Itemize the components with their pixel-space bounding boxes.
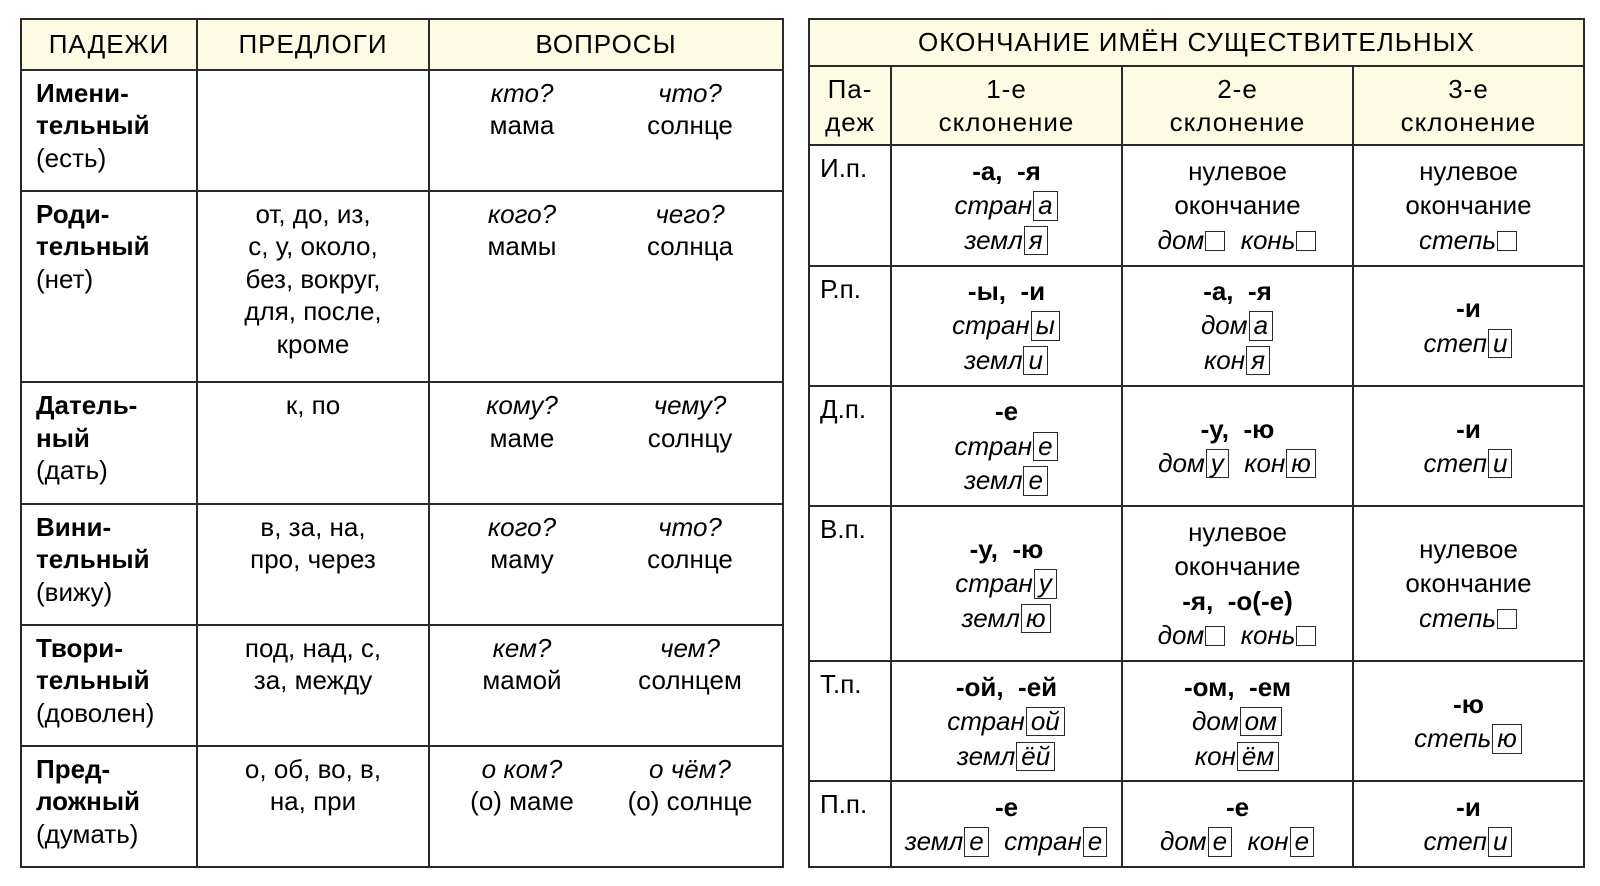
subheader-decl-2: 2-есклонение <box>1122 66 1353 146</box>
table-row: И.п.-а, -ястраназемлянулевоеокончаниедом… <box>809 145 1584 265</box>
declension-2-cell: -ом, -емдомомконём <box>1122 661 1353 781</box>
table-subheader-row: Па-деж 1-есклонение 2-есклонение 3-ескло… <box>809 66 1584 146</box>
header-preps: ПРЕДЛОГИ <box>197 19 429 70</box>
case-name-cell: Имени-тельный(есть) <box>21 70 197 191</box>
header-questions: ВОПРОСЫ <box>429 19 783 70</box>
table-row: Вини-тельный(вижу)в, за, на,про, черезко… <box>21 504 783 625</box>
table-row: Т.п.-ой, -ейстранойземлёй-ом, -емдомомко… <box>809 661 1584 781</box>
example-animate: (о) маме <box>440 785 604 818</box>
table-row: Твори-тельный(доволен)под, над, с,за, ме… <box>21 625 783 746</box>
question-animate: кто? <box>440 77 604 110</box>
declension-1-cell: -еземле стране <box>891 781 1122 867</box>
question-animate: кем? <box>440 632 604 665</box>
question-animate: о ком? <box>440 753 604 786</box>
table-row: Роди-тельный(нет)от, до, из,с, у, около,… <box>21 191 783 383</box>
case-name-cell: Вини-тельный(вижу) <box>21 504 197 625</box>
subheader-case: Па-деж <box>809 66 891 146</box>
questions-cell: кем?мамойчем?солнцем <box>429 625 783 746</box>
table-title-row: ОКОНЧАНИЕ ИМЁН СУЩЕСТВИТЕЛЬНЫХ <box>809 19 1584 66</box>
example-inanimate: солнцу <box>608 422 772 455</box>
declension-1-cell: -ой, -ейстранойземлёй <box>891 661 1122 781</box>
case-abbr-cell: И.п. <box>809 145 891 265</box>
declension-2-cell: -едоме коне <box>1122 781 1353 867</box>
endings-table: ОКОНЧАНИЕ ИМЁН СУЩЕСТВИТЕЛЬНЫХ Па-деж 1-… <box>808 18 1585 868</box>
case-abbr-cell: Р.п. <box>809 266 891 386</box>
case-name-cell: Твори-тельный(доволен) <box>21 625 197 746</box>
table-row: Пред-ложный(думать)о, об, во, в,на, прио… <box>21 746 783 867</box>
prepositions-cell: от, до, из,с, у, около,без, вокруг,для, … <box>197 191 429 383</box>
example-inanimate: солнца <box>608 230 772 263</box>
case-name-cell: Роди-тельный(нет) <box>21 191 197 383</box>
endings-title: ОКОНЧАНИЕ ИМЁН СУЩЕСТВИТЕЛЬНЫХ <box>809 19 1584 66</box>
declension-3-cell: -истепи <box>1353 781 1584 867</box>
example-animate: мама <box>440 109 604 142</box>
table-row: Р.п.-ы, -истраныземли-а, -ядомаконя-исте… <box>809 266 1584 386</box>
declension-3-cell: нулевоеокончаниестепь <box>1353 145 1584 265</box>
declension-2-cell: нулевоеокончаниедом конь <box>1122 145 1353 265</box>
example-inanimate: солнце <box>608 543 772 576</box>
prepositions-cell: в, за, на,про, через <box>197 504 429 625</box>
question-animate: кому? <box>440 389 604 422</box>
case-name-cell: Датель-ный(дать) <box>21 382 197 503</box>
example-inanimate: (о) солнце <box>608 785 772 818</box>
declension-1-cell: -а, -ястраназемля <box>891 145 1122 265</box>
declension-3-cell: -юстепью <box>1353 661 1584 781</box>
example-animate: мамы <box>440 230 604 263</box>
prepositions-cell <box>197 70 429 191</box>
declension-3-cell: нулевоеокончаниестепь <box>1353 506 1584 661</box>
table-row: Имени-тельный(есть) кто?мамачто?солнце <box>21 70 783 191</box>
prepositions-cell: о, об, во, в,на, при <box>197 746 429 867</box>
questions-cell: кого?мамучто?солнце <box>429 504 783 625</box>
table-header-row: ПАДЕЖИ ПРЕДЛОГИ ВОПРОСЫ <box>21 19 783 70</box>
page: ПАДЕЖИ ПРЕДЛОГИ ВОПРОСЫ Имени-тельный(ес… <box>0 0 1600 886</box>
question-inanimate: что? <box>608 511 772 544</box>
questions-cell: кого?мамычего?солнца <box>429 191 783 383</box>
subheader-decl-3: 3-есклонение <box>1353 66 1584 146</box>
example-inanimate: солнце <box>608 109 772 142</box>
case-abbr-cell: Д.п. <box>809 386 891 506</box>
example-animate: маму <box>440 543 604 576</box>
questions-cell: кому?мамечему?солнцу <box>429 382 783 503</box>
declension-3-cell: -истепи <box>1353 266 1584 386</box>
case-name-cell: Пред-ложный(думать) <box>21 746 197 867</box>
question-inanimate: чему? <box>608 389 772 422</box>
prepositions-cell: к, по <box>197 382 429 503</box>
example-animate: мамой <box>440 664 604 697</box>
questions-cell: кто?мамачто?солнце <box>429 70 783 191</box>
declension-3-cell: -истепи <box>1353 386 1584 506</box>
question-animate: кого? <box>440 198 604 231</box>
declension-2-cell: -а, -ядомаконя <box>1122 266 1353 386</box>
prepositions-cell: под, над, с,за, между <box>197 625 429 746</box>
question-inanimate: чего? <box>608 198 772 231</box>
table-row: Д.п.-естранеземле-у, -юдому коню-истепи <box>809 386 1584 506</box>
case-abbr-cell: В.п. <box>809 506 891 661</box>
example-animate: маме <box>440 422 604 455</box>
question-inanimate: что? <box>608 77 772 110</box>
cases-table: ПАДЕЖИ ПРЕДЛОГИ ВОПРОСЫ Имени-тельный(ес… <box>20 18 784 868</box>
table-row: П.п.-еземле стране-едоме коне-истепи <box>809 781 1584 867</box>
declension-1-cell: -у, -юстрануземлю <box>891 506 1122 661</box>
example-inanimate: солнцем <box>608 664 772 697</box>
case-abbr-cell: Т.п. <box>809 661 891 781</box>
questions-cell: о ком?(о) мамео чём?(о) солнце <box>429 746 783 867</box>
table-row: В.п.-у, -юстрануземлюнулевоеокончание-я,… <box>809 506 1584 661</box>
declension-1-cell: -естранеземле <box>891 386 1122 506</box>
declension-2-cell: нулевоеокончание-я, -о(-е)дом конь <box>1122 506 1353 661</box>
question-animate: кого? <box>440 511 604 544</box>
declension-1-cell: -ы, -истраныземли <box>891 266 1122 386</box>
table-row: Датель-ный(дать)к, покому?мамечему?солнц… <box>21 382 783 503</box>
case-abbr-cell: П.п. <box>809 781 891 867</box>
subheader-decl-1: 1-есклонение <box>891 66 1122 146</box>
question-inanimate: чем? <box>608 632 772 665</box>
declension-2-cell: -у, -юдому коню <box>1122 386 1353 506</box>
question-inanimate: о чём? <box>608 753 772 786</box>
header-cases: ПАДЕЖИ <box>21 19 197 70</box>
